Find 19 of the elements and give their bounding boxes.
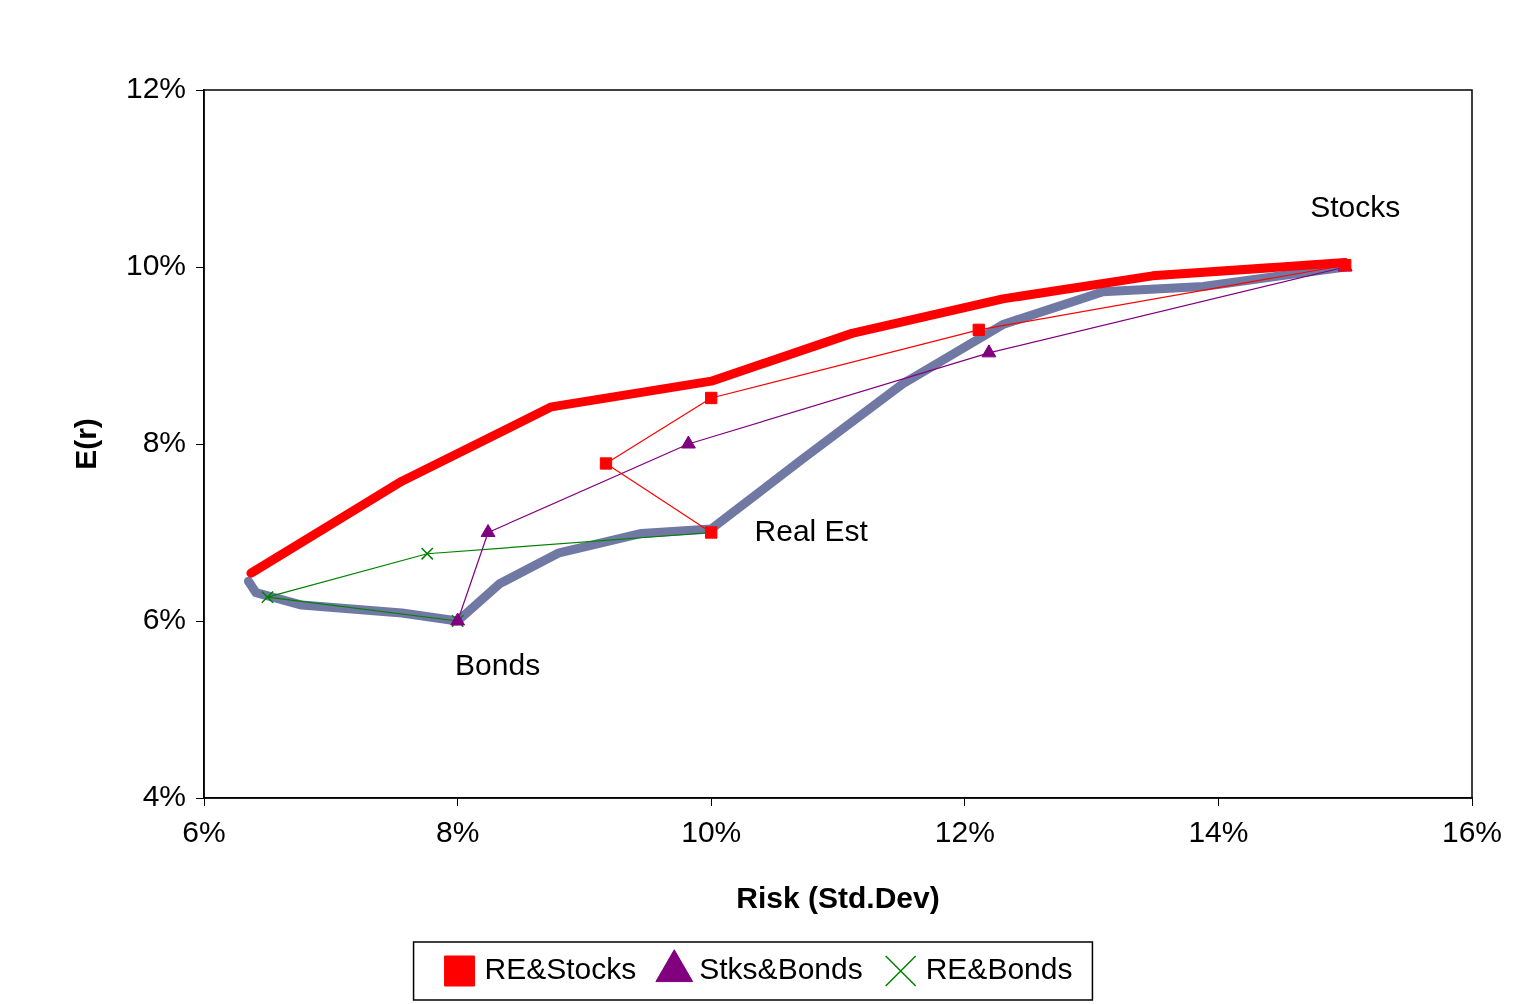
x-tick-label: 6% xyxy=(182,815,226,849)
annotation: Stocks xyxy=(1310,190,1401,224)
y-tick-label: 10% xyxy=(126,248,187,282)
x-tick-label: 16% xyxy=(1441,815,1503,849)
x-axis-title: Risk (Std.Dev) xyxy=(736,881,940,915)
y-tick-label: 8% xyxy=(142,425,187,459)
y-axis-title: E(r) xyxy=(69,418,103,470)
legend-label: RE&Bonds xyxy=(925,952,1073,986)
x-tick-label: 10% xyxy=(681,815,742,849)
x-tick-label: 12% xyxy=(934,815,995,849)
annotation: Bonds xyxy=(455,648,541,682)
y-tick-label: 6% xyxy=(142,602,187,636)
annotation: Real Est xyxy=(754,513,869,547)
y-tick-label: 12% xyxy=(126,71,187,105)
x-tick-label: 14% xyxy=(1188,815,1249,849)
legend-label: RE&Stocks xyxy=(484,952,637,986)
x-tick-label: 8% xyxy=(435,815,480,849)
y-tick-label: 4% xyxy=(142,779,187,813)
legend-label: Stks&Bonds xyxy=(699,952,863,986)
